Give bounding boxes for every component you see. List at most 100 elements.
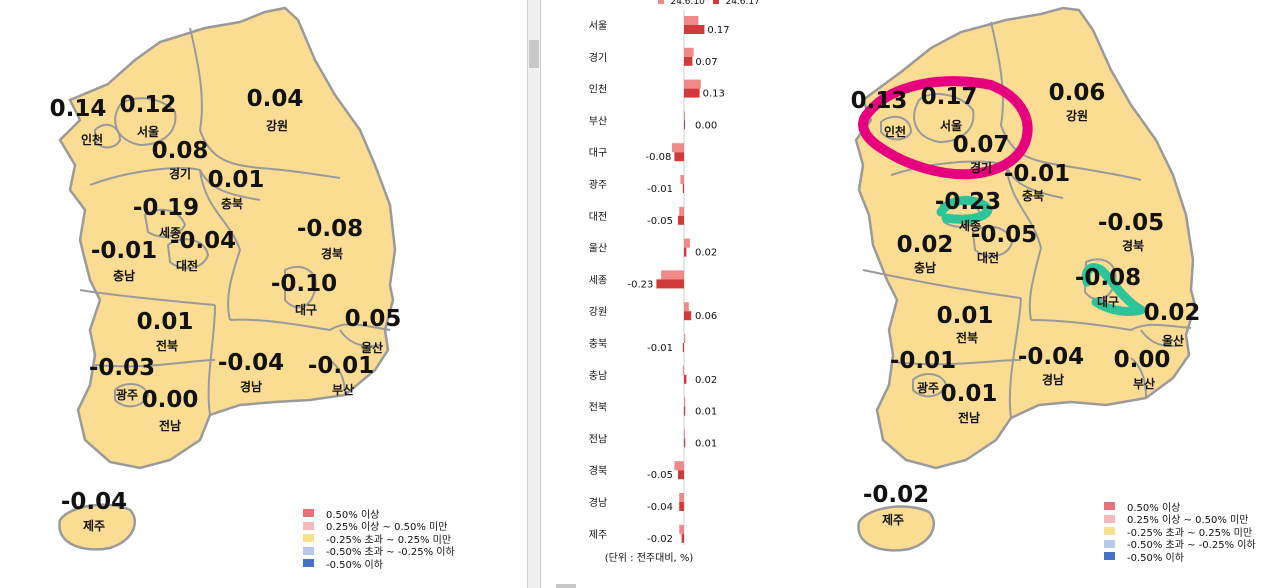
region-name-gyeongbuk: 경북 — [321, 247, 343, 261]
bar-prev — [684, 302, 689, 312]
jeju-shape — [58, 503, 136, 551]
region-name-daegu: 대구 — [295, 303, 317, 317]
legend-label: -0.25% 초과 ~ 0.25% 미만 — [1127, 527, 1253, 539]
legend-item: -0.50% 이하 — [1104, 550, 1256, 564]
region-name-daegu: 대구 — [1097, 295, 1119, 309]
legend-swatch — [1104, 552, 1115, 561]
legend-swatch — [1104, 502, 1115, 511]
category-label: 부산 — [589, 115, 607, 127]
legend-label: 0.50% 이상 — [326, 509, 380, 521]
bar-curr — [681, 533, 684, 543]
bar-value-label: 0.07 — [695, 57, 717, 68]
bar-curr — [684, 56, 693, 66]
region-value-sejong: -0.23 — [935, 189, 1001, 215]
capital-area-highlight-loop — [858, 76, 1033, 180]
bar-curr — [684, 247, 687, 257]
region-value-incheon: 0.13 — [851, 88, 908, 114]
region-name-jeonbuk: 전북 — [956, 330, 978, 345]
region-value-sejong: -0.19 — [133, 195, 199, 221]
bar-curr — [684, 88, 700, 98]
bar-value-label: -0.01 — [647, 343, 673, 354]
region-name-chungnam: 충남 — [113, 268, 135, 283]
category-label: 울산 — [589, 243, 607, 255]
legend-swatch — [303, 521, 314, 530]
bar-chart-panel: '24.6.10 '24.6.17 서울 0.17 경기 0.07 인천 0.13 부산 0.0… — [541, 0, 801, 588]
region-value-gwangju: -0.01 — [890, 348, 956, 374]
legend-label: 0.25% 이상 ~ 0.50% 미만 — [326, 522, 448, 534]
region-value-ulsan: 0.05 — [345, 306, 402, 332]
region-value-jeju: -0.04 — [61, 489, 127, 515]
bar-value-label: -0.05 — [647, 216, 673, 227]
legend-item: 0.50% 이상 — [1104, 500, 1256, 514]
bar-value-label: 0.02 — [695, 248, 717, 259]
bar-curr — [656, 279, 684, 289]
legend-item: -0.50% 초과 ~ -0.25% 이하 — [303, 545, 455, 558]
bar-value-label: -0.02 — [647, 534, 673, 545]
region-name-busan: 부산 — [332, 382, 354, 397]
bar-value-label: -0.08 — [646, 152, 672, 163]
bar-value-label: 0.00 — [695, 120, 717, 131]
legend-label: -0.50% 이하 — [1127, 552, 1184, 564]
bar-value-label: 0.13 — [703, 89, 725, 100]
bar-prev — [684, 16, 699, 25]
region-name-ulsan: 울산 — [361, 340, 383, 355]
chart-legend-swatch — [658, 0, 664, 4]
category-label: 강원 — [589, 306, 607, 318]
category-label: 세종 — [589, 274, 607, 286]
bar-curr — [674, 152, 684, 162]
chart-legend-label: '24.6.10 — [668, 0, 705, 7]
category-label: 충북 — [589, 338, 607, 350]
region-name-seoul: 서울 — [137, 124, 159, 139]
legend-label: 0.50% 이상 — [1127, 502, 1181, 514]
region-name-gyeongbuk: 경북 — [1122, 239, 1144, 253]
bar-curr — [684, 25, 705, 34]
bar-value-label: 0.02 — [695, 375, 717, 386]
map-shapes — [58, 6, 397, 551]
legend-swatch — [303, 509, 314, 518]
region-value-daegu: -0.10 — [271, 271, 337, 297]
mainland-shape — [854, 6, 1197, 470]
bar-prev — [679, 524, 684, 534]
category-label: 경기 — [589, 51, 607, 64]
bar-prev — [684, 238, 690, 248]
legend-swatch — [303, 559, 314, 568]
region-name-gangwon: 강원 — [1066, 109, 1088, 123]
region-value-daejeon: -0.04 — [170, 228, 236, 254]
scrollbar-thumb[interactable] — [529, 40, 539, 68]
bar-value-label: -0.05 — [647, 470, 673, 481]
chart-footnote: (단위 : 전주대비, %) — [605, 551, 694, 564]
weekly-change-bar-chart: '24.6.10 '24.6.17 서울 0.17 경기 0.07 인천 0.13 부산 0.0… — [589, 0, 760, 564]
region-name-jeonbuk: 전북 — [156, 338, 178, 353]
bar-value-label: 0.17 — [707, 25, 729, 36]
region-value-gangwon: 0.04 — [247, 86, 304, 112]
left-korea-map: 0.14인천0.12서울0.08경기0.04강원0.01충북-0.19세종-0.… — [50, 6, 402, 551]
bar-curr — [684, 406, 686, 416]
region-value-ulsan: 0.02 — [1144, 300, 1201, 326]
right-korea-map: 0.13인천0.17서울0.07경기0.06강원-0.01충북-0.23세종0.… — [851, 6, 1201, 552]
region-value-chungnam: -0.01 — [91, 238, 157, 264]
legend-swatch — [1104, 527, 1115, 536]
legend-swatch — [1104, 539, 1115, 548]
bar-prev — [661, 270, 684, 280]
bar-curr — [684, 120, 685, 130]
daegu-highlight-mark — [1081, 263, 1146, 316]
bar-curr — [684, 311, 692, 321]
region-value-daejeon: -0.05 — [971, 222, 1037, 248]
region-value-chungbuk: 0.01 — [208, 167, 265, 193]
region-name-sejong: 세종 — [159, 225, 181, 240]
region-value-gangwon: 0.06 — [1049, 80, 1106, 106]
region-name-chungbuk: 충북 — [1022, 188, 1044, 203]
region-value-gyeonggi: 0.08 — [152, 138, 209, 164]
region-name-gyeongnam: 경남 — [1042, 372, 1064, 387]
category-label: 서울 — [589, 20, 607, 32]
bar-curr — [682, 343, 684, 352]
bar-prev — [684, 429, 685, 439]
legend-item: 0.25% 이상 ~ 0.50% 미만 — [1104, 513, 1256, 526]
region-name-sejong: 세종 — [959, 218, 981, 233]
region-name-daejeon: 대전 — [977, 250, 999, 265]
region-name-incheon: 인천 — [81, 132, 103, 147]
legend-label: -0.50% 이하 — [326, 559, 383, 571]
legend-swatch — [1104, 514, 1115, 523]
region-name-busan: 부산 — [1133, 376, 1155, 391]
region-name-gwangju: 광주 — [917, 380, 939, 395]
